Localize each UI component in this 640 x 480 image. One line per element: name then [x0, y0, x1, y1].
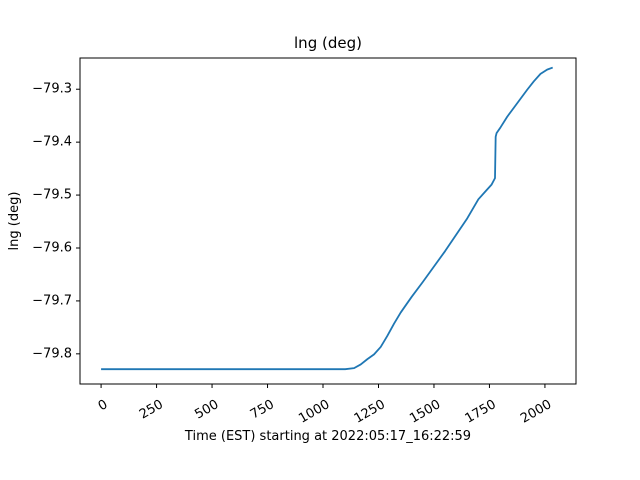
- y-tick-label: −79.7: [32, 293, 72, 308]
- y-tick-label: −79.8: [32, 346, 72, 361]
- series-layer: [101, 66, 554, 371]
- y-tick-label: −79.3: [32, 82, 72, 97]
- y-tick-label: −79.6: [32, 240, 72, 255]
- y-tick-label: −79.5: [32, 188, 72, 203]
- y-axis-ticks: −79.8 −79.7 −79.6 −79.5 −79.4 −79.3: [32, 82, 80, 361]
- x-axis-label: Time (EST) starting at 2022:05:17_16:22:…: [184, 429, 471, 444]
- series-line-0: [101, 66, 554, 371]
- axes-frame: [79, 57, 577, 385]
- chart-title: lng (deg): [294, 34, 362, 52]
- y-axis-label: lng (deg): [7, 192, 22, 251]
- y-tick-label: −79.4: [32, 135, 72, 150]
